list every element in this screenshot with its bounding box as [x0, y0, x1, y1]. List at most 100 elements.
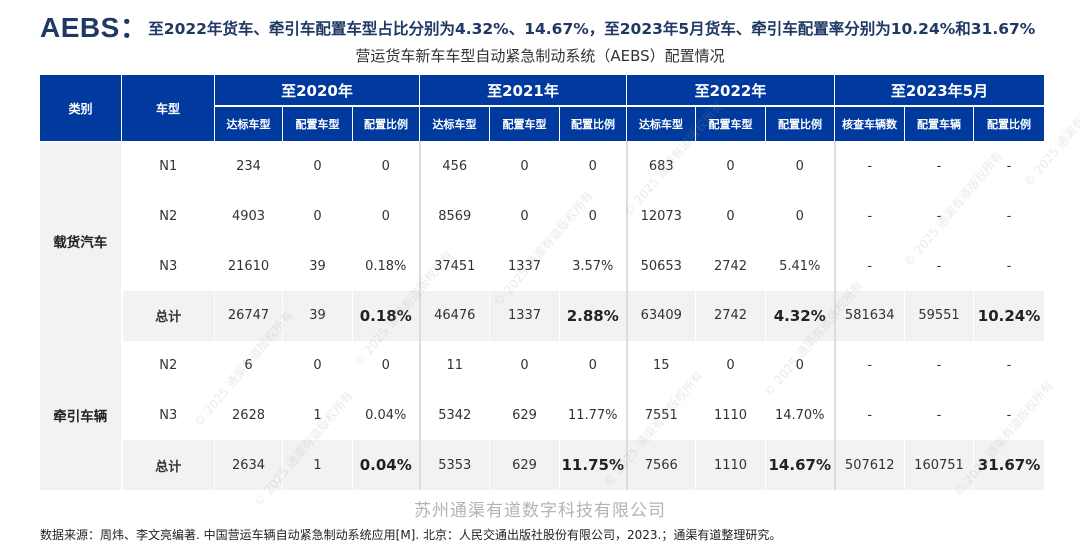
- value-cell: -: [834, 141, 905, 192]
- value-cell: 683: [626, 141, 696, 192]
- ratio-cell: 11.77%: [559, 390, 628, 441]
- table-total-row: 总计 2634 1 0.04% 5353 629 11.75% 7566 1110 14.67% 5…: [40, 440, 1046, 490]
- value-cell: 1337: [489, 291, 560, 341]
- ratio-cell: 14.70%: [765, 390, 836, 441]
- value-cell: 5342: [419, 390, 490, 441]
- company-name: 苏州通渠有道数字科技有限公司: [414, 501, 666, 521]
- ratio-cell: 0: [559, 340, 628, 391]
- value-cell: -: [834, 340, 905, 391]
- ratio-cell: 0: [765, 340, 836, 391]
- value-cell: 1110: [695, 390, 766, 441]
- ratio-cell: 0: [559, 191, 628, 242]
- value-cell: 0: [489, 141, 560, 192]
- value-cell: -: [904, 191, 974, 242]
- header-model: 车型: [121, 74, 215, 142]
- category-cell: 载货汽车: [39, 141, 123, 341]
- value-cell: 37451: [419, 241, 490, 292]
- value-cell: 0: [282, 191, 353, 242]
- table-body: 载货汽车 N1 234 0 0 456 0 0 683 0 0- - - N2 4903 0 0 8569 0 0 12…: [39, 141, 1046, 490]
- value-cell: 4903: [214, 191, 283, 242]
- value-cell: -: [834, 241, 905, 292]
- table-row: N3 21610 39 0.18% 37451 1337 3.57% 50653 2742 5.4…: [40, 241, 1046, 292]
- value-cell: 234: [214, 141, 283, 192]
- ratio-cell: 0: [352, 141, 421, 192]
- value-cell: 59551: [904, 291, 974, 341]
- ratio-cell: 14.67%: [765, 440, 836, 490]
- table-row: N3 2628 1 0.04% 5342 629 11.77% 7551 1110 14.70% -…: [40, 390, 1046, 441]
- value-cell: 6: [214, 340, 283, 391]
- category-cell: 牵引车辆: [39, 340, 123, 490]
- value-cell: 0: [695, 141, 766, 192]
- sub-header: 配置比例: [352, 105, 420, 142]
- sub-header: 配置比例: [765, 105, 835, 142]
- header-category: 类别: [39, 74, 122, 142]
- sub-header: 配置车型: [489, 105, 560, 142]
- value-cell: 2628: [214, 390, 283, 441]
- value-cell: 50653: [626, 241, 696, 292]
- value-cell: 0: [489, 340, 560, 391]
- ratio-cell: 0.04%: [352, 440, 421, 490]
- model-cell: N3: [121, 241, 215, 292]
- header-year: 至2021年: [419, 74, 627, 107]
- value-cell: 11: [419, 340, 490, 391]
- ratio-cell: 31.67%: [972, 440, 1046, 490]
- value-cell: 15: [626, 340, 696, 391]
- sub-header: 配置比例: [559, 105, 627, 142]
- value-cell: 1: [282, 440, 353, 490]
- value-cell: 0: [282, 340, 353, 391]
- total-label-cell: 总计: [121, 291, 215, 341]
- value-cell: 0: [282, 141, 353, 192]
- value-cell: 39: [282, 241, 353, 292]
- data-source-note: 数据来源：周炜、李文亮编著. 中国营运车辆自动紧急制动系统应用[M]. 北京：人…: [40, 528, 782, 542]
- ratio-cell: 0: [559, 141, 628, 192]
- value-cell: 12073: [626, 191, 696, 242]
- ratio-cell: 2.88%: [559, 291, 628, 341]
- value-cell: 1110: [695, 440, 766, 490]
- table-row: N2 4903 0 0 8569 0 0 12073 0 0- - -: [40, 191, 1046, 242]
- value-cell: 46476: [419, 291, 490, 341]
- value-cell: 2742: [695, 241, 766, 292]
- value-cell: 0: [695, 191, 766, 242]
- value-cell: 0: [695, 340, 766, 391]
- value-cell: 2634: [214, 440, 283, 490]
- value-cell: -: [904, 241, 974, 292]
- ratio-cell: -: [972, 340, 1046, 391]
- ratio-cell: 4.32%: [765, 291, 836, 341]
- table-total-row: 总计 26747 39 0.18% 46476 1337 2.88% 63409 2742 4.3…: [40, 291, 1046, 341]
- ratio-cell: 11.75%: [559, 440, 628, 490]
- value-cell: -: [834, 390, 905, 441]
- value-cell: 0: [489, 191, 560, 242]
- ratio-cell: 0: [765, 141, 836, 192]
- value-cell: 26747: [214, 291, 283, 341]
- headline: AEBS：至2022年货车、牵引车配置车型占比分别为4.32%、14.67%，至…: [40, 6, 1075, 43]
- headline-lead: AEBS：: [40, 12, 149, 43]
- value-cell: 629: [489, 390, 560, 441]
- ratio-cell: 0.18%: [352, 291, 421, 341]
- total-label-cell: 总计: [121, 440, 215, 490]
- value-cell: 8569: [419, 191, 490, 242]
- ratio-cell: 0: [352, 191, 421, 242]
- ratio-cell: 0: [765, 191, 836, 242]
- value-cell: 581634: [834, 291, 905, 341]
- ratio-cell: 5.41%: [765, 241, 836, 292]
- ratio-cell: 0.18%: [352, 241, 421, 292]
- ratio-cell: 0: [352, 340, 421, 391]
- ratio-cell: 0.04%: [352, 390, 421, 441]
- table-row: 载货汽车 N1 234 0 0 456 0 0 683 0 0- - -: [39, 141, 1046, 341]
- value-cell: 456: [419, 141, 490, 192]
- model-cell: N2: [121, 340, 215, 391]
- table-title: 营运货车新车车型自动紧急制动系统（AEBS）配置情况: [355, 47, 725, 65]
- header-year: 至2020年: [214, 74, 420, 107]
- ratio-cell: -: [972, 141, 1046, 192]
- value-cell: 160751: [904, 440, 974, 490]
- value-cell: -: [834, 191, 905, 242]
- value-cell: 507612: [834, 440, 905, 490]
- value-cell: 2742: [695, 291, 766, 341]
- value-cell: 21610: [214, 241, 283, 292]
- model-cell: N1: [121, 141, 215, 192]
- sub-header: 核查车辆数: [834, 105, 905, 142]
- sub-header: 配置车型: [695, 105, 766, 142]
- value-cell: -: [904, 340, 974, 391]
- model-cell: N2: [121, 191, 215, 242]
- aebs-config-table: 类别 车型 至2020年 至2021年 至2022年 至2023年5月 达标车型…: [39, 74, 1046, 490]
